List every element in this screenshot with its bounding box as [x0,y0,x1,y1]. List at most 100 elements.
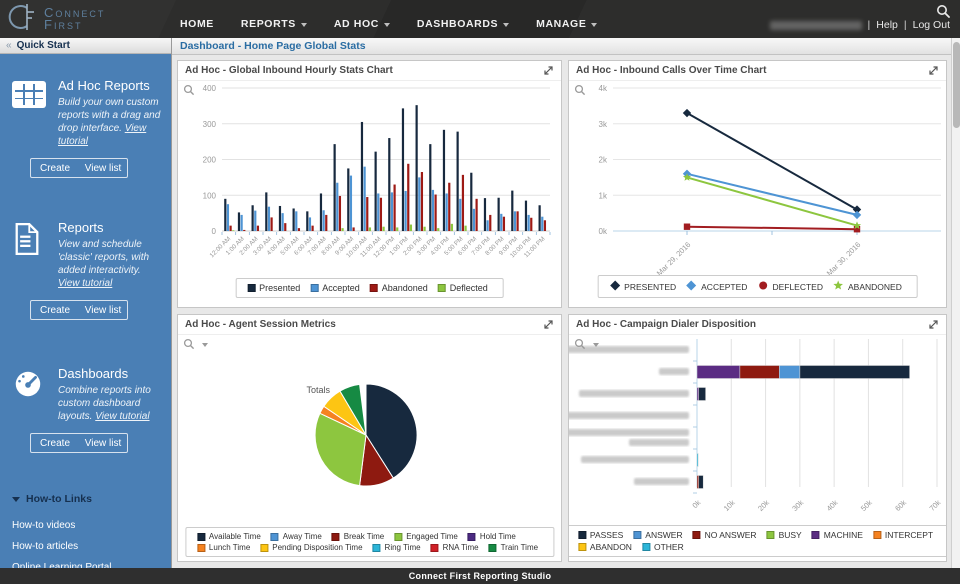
quick-start-title: Quick Start [16,40,70,51]
menu-item-dashboards[interactable]: DASHBOARDS [417,18,510,30]
legend-item-rna-time[interactable]: RNA Time [430,543,479,552]
sidebar-section-dashboards: Dashboards Combine reports into custom d… [12,366,161,423]
zoom-tool-icon[interactable] [574,84,586,96]
adhoc-view-list-button[interactable]: View list [84,162,122,174]
legend-label: OTHER [653,542,684,552]
legend-item-engaged-time[interactable]: Engaged Time [394,532,458,541]
legend-label: ABANDONED [847,281,902,292]
svg-text:200: 200 [203,156,217,165]
section-description: Build your own custom reports with a dra… [58,96,161,148]
legend-label: Ring Time [384,543,421,552]
view-tutorial-link[interactable]: View tutorial [58,123,147,147]
section-desc-text: View and schedule 'classic' reports, wit… [58,239,150,276]
legend-item-abandon[interactable]: ABANDON [577,542,632,552]
legend-item-deflected[interactable]: Deflected [437,283,488,293]
svg-text:100: 100 [203,191,217,200]
legend-item-machine[interactable]: MACHINE [811,530,863,540]
menu-item-manage[interactable]: MANAGE [536,18,598,30]
main-menu: HOME REPORTS AD HOC DASHBOARDS MANAGE [180,0,598,38]
sidebar-section-adhoc-reports: Ad Hoc Reports Build your own custom rep… [12,78,161,148]
legend-swatch [372,543,381,552]
legend-label: DEFLECTED [772,281,823,292]
legend-label: MACHINE [823,530,863,540]
chart-legend: Available Time Away Time Break Time Engaged… [184,527,555,557]
svg-text:300: 300 [203,120,217,129]
expand-icon[interactable] [928,65,939,76]
howto-link[interactable]: How-to articles [12,541,79,552]
reports-create-button[interactable]: Create [39,304,70,316]
svg-text:20k: 20k [756,498,771,513]
legend-label: Accepted [322,283,360,293]
search-icon[interactable] [936,4,950,23]
connect-first-logo-icon [6,2,36,37]
reports-view-list-button[interactable]: View list [84,304,122,316]
logout-link[interactable]: Log Out [912,19,950,31]
zoom-tool-icon[interactable] [183,338,208,350]
legend-label: BUSY [778,530,802,540]
chart-canvas: Totals [306,383,418,487]
legend-item-ring-time[interactable]: Ring Time [372,543,421,552]
help-link[interactable]: Help [876,19,898,31]
legend-swatch [394,532,403,541]
dashboards-view-list-button[interactable]: View list [84,437,122,449]
legend-item-accepted[interactable]: ACCEPTED [686,280,747,293]
collapse-sidebar-icon[interactable]: « [6,39,12,51]
legend-item-train-time[interactable]: Train Time [488,543,538,552]
legend-item-break-time[interactable]: Break Time [331,532,384,541]
legend-label: Away Time [282,532,322,541]
expand-icon[interactable] [543,319,554,330]
legend-item-lunch-time[interactable]: Lunch Time [196,543,250,552]
menu-item-home[interactable]: HOME [180,18,214,30]
expand-icon[interactable] [543,65,554,76]
legend-item-passes[interactable]: PASSES [577,530,623,540]
dashboards-create-button[interactable]: Create [39,437,70,449]
legend-item-hold-time[interactable]: Hold Time [467,532,516,541]
legend-item-intercept[interactable]: INTERCEPT [872,530,934,540]
app-logo: Connect First [0,2,150,37]
stacked-hbar-chart-area: 0k 10k 20k 30k 40k 50k 60k 70k PASSES ANSWER NO A… [569,335,946,561]
pie-chart-area: Totals Available Time Away Time Break Time… [178,335,561,561]
howto-link[interactable]: Online Learning Portal [12,562,112,568]
zoom-tool-icon[interactable] [574,338,599,350]
main-scrollbar[interactable] [951,38,960,568]
howto-links-header[interactable]: How-to Links [12,493,161,505]
legend-swatch [437,284,446,292]
view-tutorial-link[interactable]: View tutorial [95,411,150,422]
chart-panel-campaign-dialer-disposition: Ad Hoc - Campaign Dialer Disposition 0k 1… [568,314,947,562]
chevron-down-icon [300,23,307,27]
breadcrumb: Dashboard - Home Page Global Stats [172,38,960,55]
chevron-down-icon [593,343,599,347]
legend-item-no-answer[interactable]: NO ANSWER [692,530,757,540]
menu-item-reports[interactable]: REPORTS [241,18,307,30]
legend-item-presented[interactable]: Presented [247,283,300,293]
legend-label: INTERCEPT [884,530,934,540]
legend-item-deflected[interactable]: DEFLECTED [757,280,823,293]
legend-item-away-time[interactable]: Away Time [270,532,322,541]
adhoc-create-button[interactable]: Create [39,162,70,174]
legend-swatch [833,280,844,293]
chart-panel-agent-session-metrics: Ad Hoc - Agent Session Metrics Totals Av… [177,314,562,562]
legend-item-busy[interactable]: BUSY [766,530,802,540]
legend-item-abandoned[interactable]: ABANDONED [833,280,902,293]
legend-item-other[interactable]: OTHER [641,542,684,552]
legend-swatch [310,284,319,292]
expand-icon[interactable] [928,319,939,330]
legend-swatch [331,532,340,541]
legend-item-presented[interactable]: PRESENTED [609,280,676,293]
zoom-tool-icon[interactable] [183,84,195,96]
legend-item-accepted[interactable]: Accepted [310,283,360,293]
legend-item-answer[interactable]: ANSWER [633,530,683,540]
howto-link[interactable]: How-to videos [12,520,76,531]
legend-item-abandoned[interactable]: Abandoned [369,283,428,293]
legend-item-pending-disposition-time[interactable]: Pending Disposition Time [260,543,363,552]
legend-swatch [872,531,881,539]
legend-label: ACCEPTED [701,281,748,292]
menu-item-ad-hoc[interactable]: AD HOC [334,18,390,30]
quick-start-header: « Quick Start [0,38,171,54]
view-tutorial-link[interactable]: View tutorial [58,278,113,289]
legend-swatch [577,531,586,539]
top-nav: Connect First HOME REPORTS AD HOC DASHBOARD… [0,0,960,38]
nav-separator: | [903,19,907,31]
legend-item-available-time[interactable]: Available Time [196,532,261,541]
scrollbar-thumb[interactable] [953,42,960,128]
